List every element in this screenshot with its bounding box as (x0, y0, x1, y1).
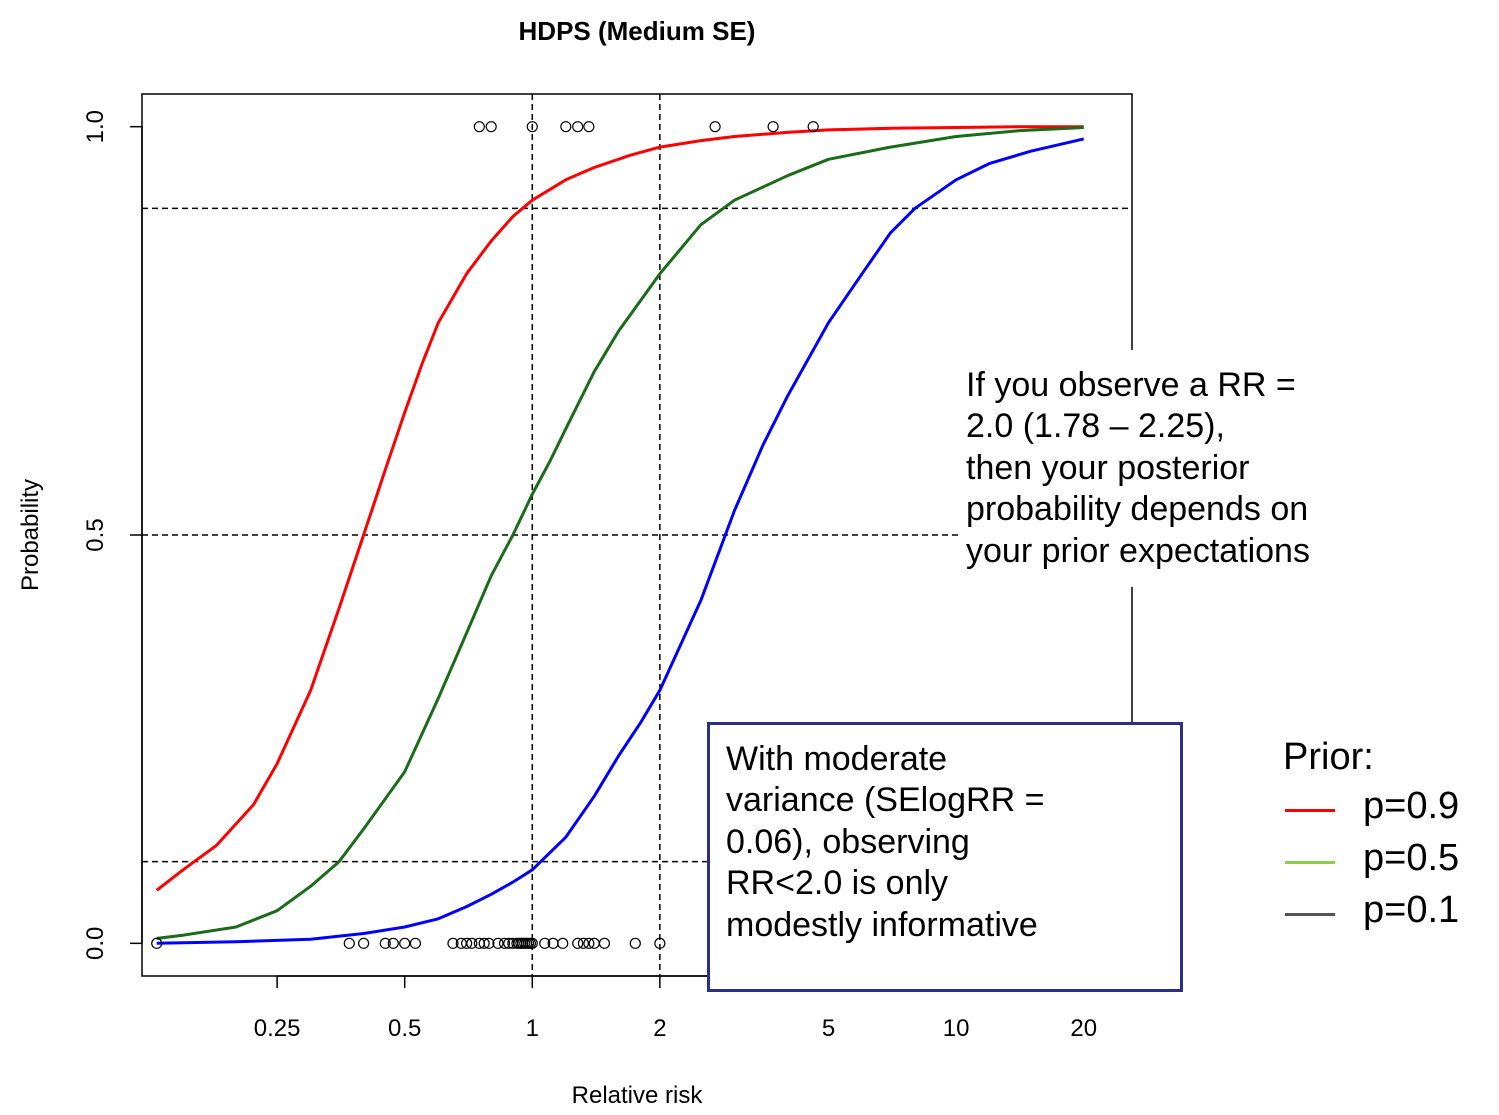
observation-point (526, 121, 538, 133)
legend-item: p=0.9 (1283, 783, 1459, 835)
annotation-line: RR<2.0 is only (726, 864, 949, 903)
observation-point (583, 937, 595, 949)
annotation-line: If you observe a RR = (966, 366, 1296, 404)
x-axis-label: Relative risk (572, 1082, 704, 1109)
x-tick-label: 0.25 (254, 1015, 301, 1042)
observation-point (358, 937, 370, 949)
y-tick-label: 0.0 (82, 927, 109, 960)
annotation-line: probability depends on (966, 490, 1309, 529)
observation-point (483, 937, 495, 949)
legend-item: p=0.5 (1283, 835, 1459, 887)
x-tick-label: 20 (1070, 1015, 1097, 1042)
annotation-line: 2.0 (1.78 – 2.25), (966, 407, 1225, 446)
observation-point (473, 121, 485, 133)
observation-point (598, 937, 611, 949)
observation-point (343, 937, 355, 949)
observation-point (461, 937, 473, 949)
series-line-1 (155, 125, 1084, 892)
observation-point (539, 937, 551, 949)
observation-point (654, 937, 666, 949)
y-tick-label: 0.5 (82, 518, 109, 551)
observation-point (572, 121, 584, 133)
observation-point (485, 121, 497, 133)
observation-point (379, 937, 391, 949)
curves (155, 125, 1085, 945)
observation-point (399, 937, 411, 949)
annotation-line: modestly informative (726, 905, 1038, 944)
observation-point (526, 937, 538, 949)
observations (151, 121, 819, 949)
chart-title: HDPS (Medium SE) (519, 16, 756, 46)
observation-point (560, 121, 572, 133)
legend-item: p=0.1 (1283, 887, 1459, 939)
observation-point (409, 937, 422, 949)
y-axis: 0.0 0.5 1.0 (82, 110, 143, 960)
legend-title: Prior: (1283, 736, 1374, 778)
observation-point (478, 937, 490, 949)
x-tick-label: 10 (943, 1015, 970, 1042)
observation-point (557, 937, 569, 949)
observation-point (447, 937, 459, 949)
x-tick-label: 5 (822, 1015, 835, 1042)
annotation-line: your prior expectations (966, 531, 1310, 570)
observation-point (498, 937, 511, 949)
legend-label: p=0.9 (1363, 785, 1460, 827)
observation-point (466, 937, 478, 949)
series-line-2 (156, 126, 1084, 940)
observation-point (387, 937, 399, 949)
annotation-line: variance (SElogRR = (726, 781, 1045, 820)
observation-point (492, 937, 504, 949)
legend-label: p=0.1 (1363, 889, 1460, 931)
series-line-3 (156, 137, 1085, 945)
observation-point (577, 937, 589, 949)
posterior-annotation: If you observe a RR = 2.0 (1.78 – 2.25),… (960, 350, 1418, 588)
legend-swatch (1285, 861, 1335, 864)
observation-point (583, 121, 595, 133)
legend-swatch (1285, 913, 1335, 916)
annotation-line: then your posterior (966, 448, 1250, 487)
observation-point (629, 937, 641, 949)
x-tick-label: 0.5 (388, 1015, 421, 1042)
observation-point (767, 121, 779, 133)
observation-point (807, 121, 819, 133)
x-tick-label: 2 (653, 1015, 666, 1042)
x-tick-label: 1 (526, 1015, 539, 1042)
observation-point (572, 937, 584, 949)
legend-label: p=0.5 (1363, 837, 1460, 879)
annotation-line: 0.06), observing (726, 822, 970, 861)
legend: Prior: p=0.9 p=0.5 p=0.1 (1283, 736, 1459, 939)
y-tick-label: 1.0 (82, 110, 109, 143)
variance-annotation: With moderate variance (SElogRR = 0.06),… (707, 722, 1183, 992)
observation-point (709, 121, 721, 133)
observation-point (151, 937, 163, 949)
legend-swatch (1285, 809, 1335, 812)
y-axis-label: Probability (17, 479, 44, 591)
annotation-line: With moderate (726, 740, 948, 778)
